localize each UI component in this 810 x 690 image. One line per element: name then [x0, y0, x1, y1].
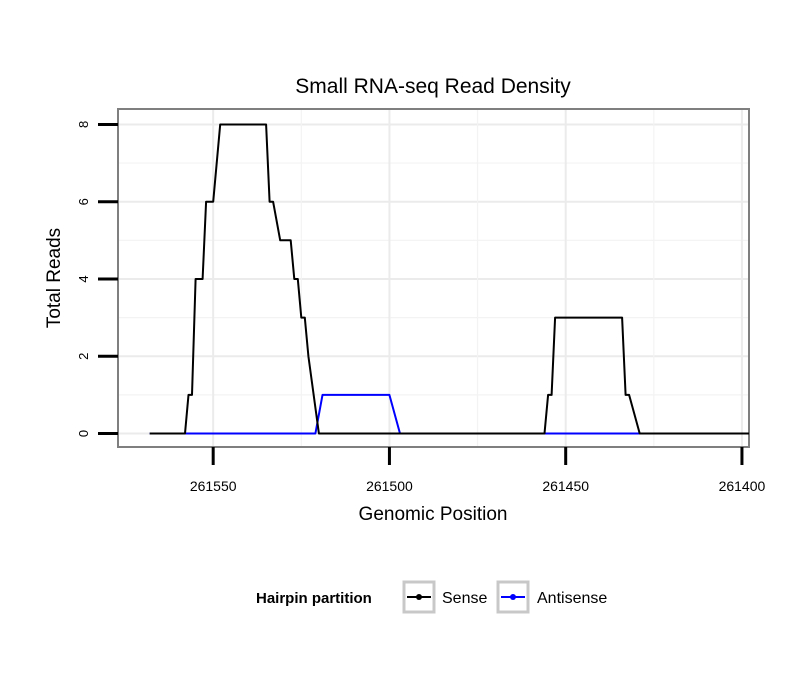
x-tick-label: 261550 [190, 478, 237, 494]
series-layer [149, 123, 749, 435]
y-axis-label: Total Reads [44, 228, 65, 328]
x-tick-label: 261400 [719, 478, 766, 494]
grid [118, 109, 749, 447]
legend-title: Hairpin partition [256, 590, 372, 607]
y-tick-label: 2 [76, 353, 91, 360]
legend-label-antisense: Antisense [537, 590, 607, 607]
x-tick-label: 261500 [366, 478, 413, 494]
legend-point-antisense [510, 594, 516, 600]
y-tick-label: 4 [76, 275, 91, 282]
legend-point-sense [416, 594, 422, 600]
y-tick-label: 8 [76, 121, 91, 128]
legend-label-sense: Sense [442, 590, 487, 607]
x-tick-label: 261450 [542, 478, 589, 494]
legend-key-antisense [496, 580, 530, 614]
x-axis-label: Genomic Position [359, 504, 508, 525]
y-tick-label: 0 [76, 430, 91, 437]
series-line-sense [149, 123, 749, 435]
legend: Hairpin partition Sense Antisense [256, 580, 607, 614]
chart-title: Small RNA-seq Read Density [295, 75, 571, 98]
series-line-antisense [149, 393, 749, 435]
axes: 0 2 4 6 8 261550 261500 261450 261400 [76, 121, 766, 494]
y-tick-label: 6 [76, 198, 91, 205]
